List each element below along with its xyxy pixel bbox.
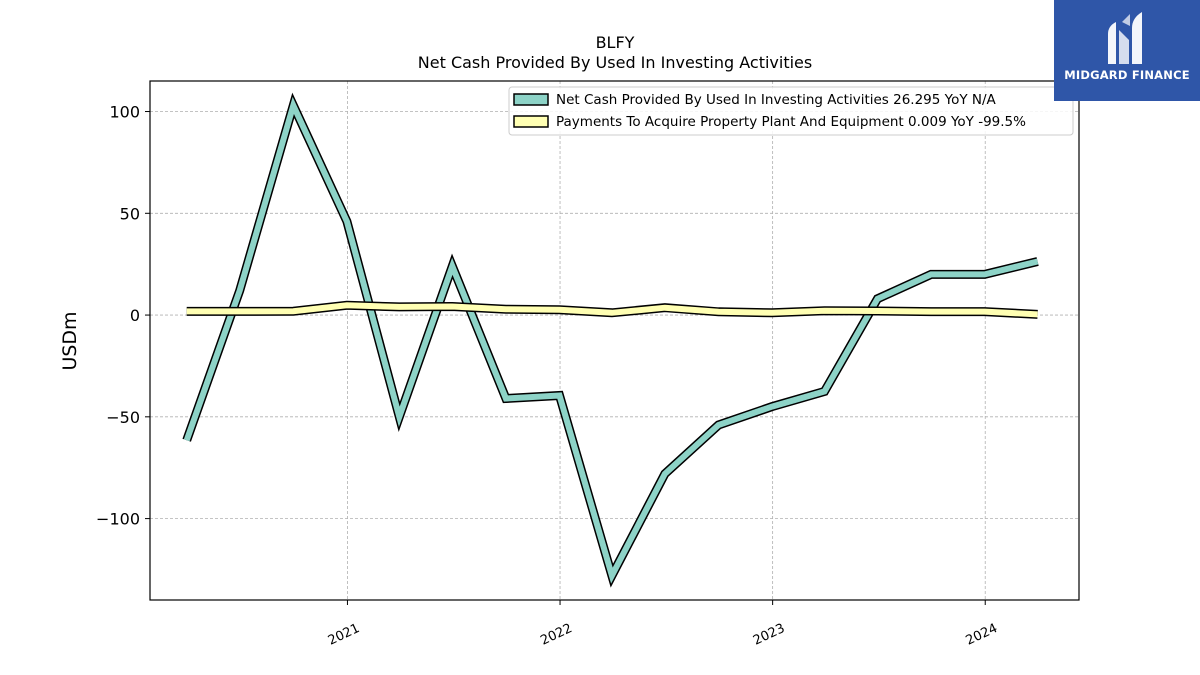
series-layer — [182, 92, 1039, 588]
logo: MIDGARD FINANCE — [1054, 0, 1200, 101]
legend-swatch-ppe — [513, 115, 549, 128]
x-tick-label: 2021 — [326, 621, 362, 649]
x-tick-label: 2022 — [538, 621, 574, 649]
y-axis-label: USDm — [59, 311, 81, 370]
y-tick-label: 100 — [109, 103, 140, 122]
series-line-1 — [186, 302, 1038, 318]
y-tick-label: 50 — [120, 204, 140, 223]
series-1 — [186, 300, 1038, 319]
y-axis: 100 50 0 −50 −100 — [96, 103, 150, 529]
y-tick-label: −100 — [96, 510, 140, 529]
plot-frame — [149, 80, 1080, 601]
midgard-logo-icon — [1108, 12, 1142, 64]
x-tick-label: 2023 — [751, 621, 787, 649]
x-axis: 2021 2022 2023 2024 — [326, 600, 1000, 649]
chart-subtitle: Net Cash Provided By Used In Investing A… — [418, 53, 812, 72]
legend-box — [508, 86, 1074, 136]
grid — [150, 81, 1079, 600]
chart-title: BLFY — [596, 33, 635, 52]
x-tick-label: 2024 — [964, 621, 1000, 649]
legend: Net Cash Provided By Used In Investing A… — [508, 86, 1074, 136]
legend-entry-net-cash: Net Cash Provided By Used In Investing A… — [556, 92, 997, 108]
legend-swatch-net-cash — [513, 93, 549, 106]
series-line-outline-0 — [182, 92, 1039, 588]
y-tick-label: −50 — [106, 408, 140, 427]
y-tick-label: 0 — [130, 306, 140, 325]
logo-text: MIDGARD FINANCE — [1064, 68, 1190, 82]
legend-entry-ppe: Payments To Acquire Property Plant And E… — [556, 114, 1026, 130]
series-0 — [182, 92, 1039, 588]
series-line-0 — [183, 96, 1039, 584]
